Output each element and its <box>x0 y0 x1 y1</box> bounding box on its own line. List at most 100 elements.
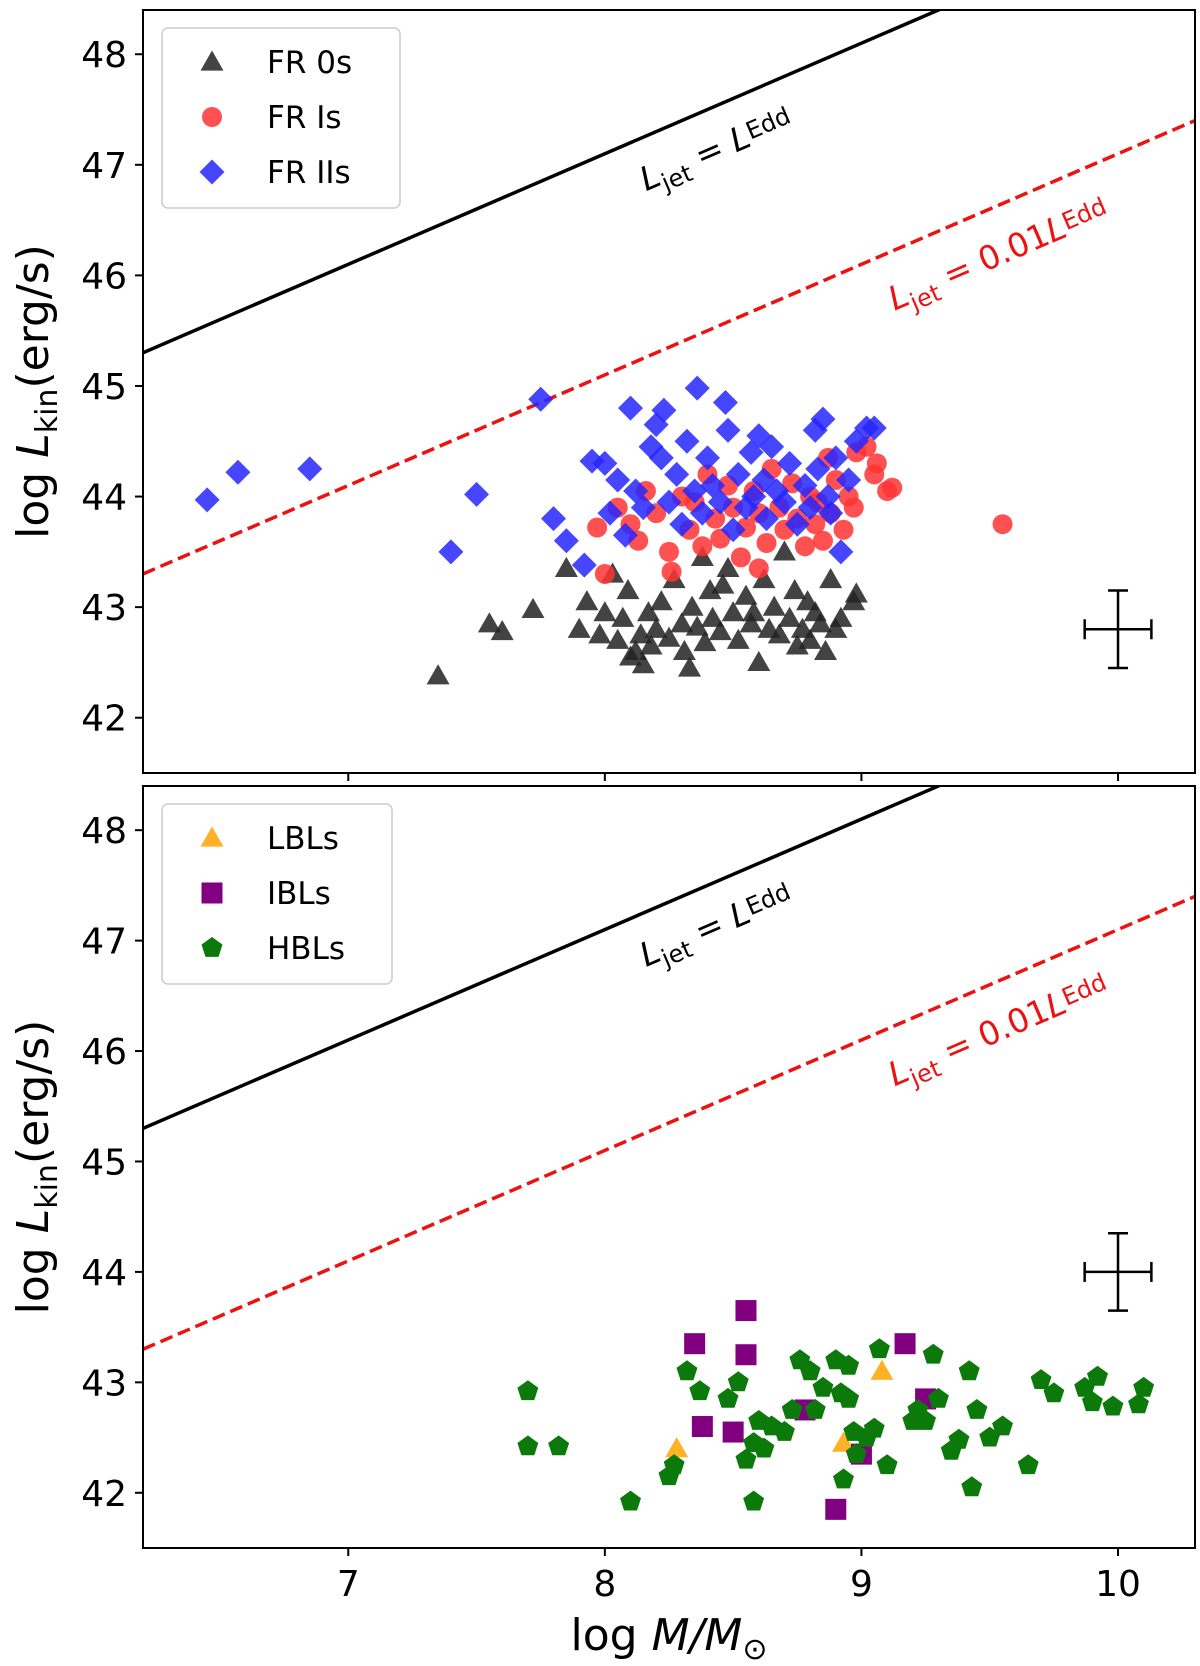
data-point <box>928 1387 949 1408</box>
data-point <box>651 397 677 423</box>
legend-label: HBLs <box>267 931 345 967</box>
data-point <box>771 489 797 515</box>
data-point <box>767 623 791 644</box>
data-point <box>812 530 833 551</box>
legend: FR 0s FR Is FR IIs <box>161 27 401 209</box>
data-point <box>785 634 809 655</box>
data-point <box>605 467 631 493</box>
data-point <box>844 582 868 603</box>
y-axis-log: log <box>8 458 59 539</box>
y-tick-label: 47 <box>81 146 127 187</box>
data-point <box>438 539 464 565</box>
data-point <box>684 1333 706 1355</box>
data-point <box>661 561 682 582</box>
data-point <box>639 634 663 655</box>
legend-marker <box>201 937 223 957</box>
data-point <box>747 650 771 672</box>
data-point <box>735 1344 757 1366</box>
data-point <box>517 1380 539 1401</box>
data-point <box>711 573 735 594</box>
data-point <box>612 522 638 548</box>
data-point <box>784 511 810 537</box>
data-point <box>1017 1454 1039 1475</box>
x-axis-title: log M/M⊙ <box>571 1610 768 1666</box>
data-point <box>778 606 802 627</box>
data-point <box>631 653 655 674</box>
data-point <box>781 1399 803 1419</box>
data-point <box>845 1443 867 1463</box>
series-lbls <box>665 1359 894 1458</box>
data-point <box>1128 1393 1149 1414</box>
data-point <box>644 617 668 638</box>
x-tick-label: 7 <box>337 1564 360 1605</box>
legend-label: FR Is <box>267 100 342 136</box>
data-point <box>521 597 545 618</box>
y-axis-log: log <box>8 1233 59 1314</box>
data-point <box>528 386 554 412</box>
data-point <box>594 563 615 584</box>
data-point <box>730 547 751 568</box>
data-point <box>567 617 591 638</box>
legend: LBLs IBLs HBLs <box>161 803 393 985</box>
y-tick-label: 45 <box>81 367 127 408</box>
panel-top: Ljet = LEdd Ljet = 0.01LEdd 42 43 44 45 46 47 48… <box>8 9 1196 781</box>
data-point <box>649 590 673 611</box>
legend-label: LBLs <box>267 821 339 857</box>
y-tick-label: 43 <box>81 588 127 629</box>
y-tick-label: 42 <box>81 699 127 740</box>
data-point <box>836 467 862 493</box>
data-point <box>792 472 818 498</box>
data-point <box>742 601 766 622</box>
data-point <box>656 489 682 515</box>
data-point <box>670 612 694 633</box>
y-tick-label: 45 <box>81 1142 127 1183</box>
data-point <box>961 1476 983 1497</box>
data-point <box>616 579 640 600</box>
reference-line-1 <box>143 894 1195 1351</box>
data-point <box>517 1435 539 1456</box>
label-sub-edd: Edd <box>742 877 795 921</box>
data-point <box>1087 1365 1108 1386</box>
x-axis-sun: ⊙ <box>742 1632 767 1666</box>
y-axis-units: (erg/s) <box>8 244 59 388</box>
data-point <box>691 1416 713 1438</box>
data-point <box>824 617 848 638</box>
data-point <box>619 645 643 666</box>
data-point <box>297 456 323 482</box>
data-point <box>665 1437 689 1458</box>
data-point <box>663 1454 685 1475</box>
data-point <box>674 428 700 454</box>
y-tick-label: 42 <box>81 1474 127 1515</box>
data-point <box>553 528 579 554</box>
data-point <box>833 1468 854 1489</box>
data-point <box>838 1354 860 1375</box>
panel-bottom-frame <box>142 785 1196 1549</box>
data-point <box>606 628 630 649</box>
reference-line-0 <box>143 10 943 355</box>
legend-box <box>161 803 393 985</box>
reference-line-label-1: Ljet = 0.01LEdd <box>882 189 1116 323</box>
data-point <box>810 406 836 432</box>
data-point <box>629 623 653 644</box>
data-point <box>753 1437 775 1458</box>
data-point <box>648 445 674 471</box>
data-point <box>882 477 903 498</box>
data-point <box>812 1376 834 1397</box>
data-point <box>894 1333 916 1355</box>
data-point <box>948 1428 970 1449</box>
data-point <box>804 1399 826 1419</box>
data-point <box>734 584 758 605</box>
data-point <box>915 1410 936 1430</box>
error-bar <box>1083 589 1153 670</box>
data-point <box>490 619 514 641</box>
panel-top-plot-area <box>143 10 1195 685</box>
data-point <box>825 1498 847 1520</box>
data-point <box>823 445 849 471</box>
data-point <box>725 461 751 487</box>
reference-line-label-0: Ljet = LEdd <box>634 99 800 204</box>
x-axis-mass: M/M <box>652 1610 743 1661</box>
data-point <box>611 606 635 627</box>
legend-label: FR IIs <box>267 155 351 191</box>
data-point <box>712 390 738 416</box>
